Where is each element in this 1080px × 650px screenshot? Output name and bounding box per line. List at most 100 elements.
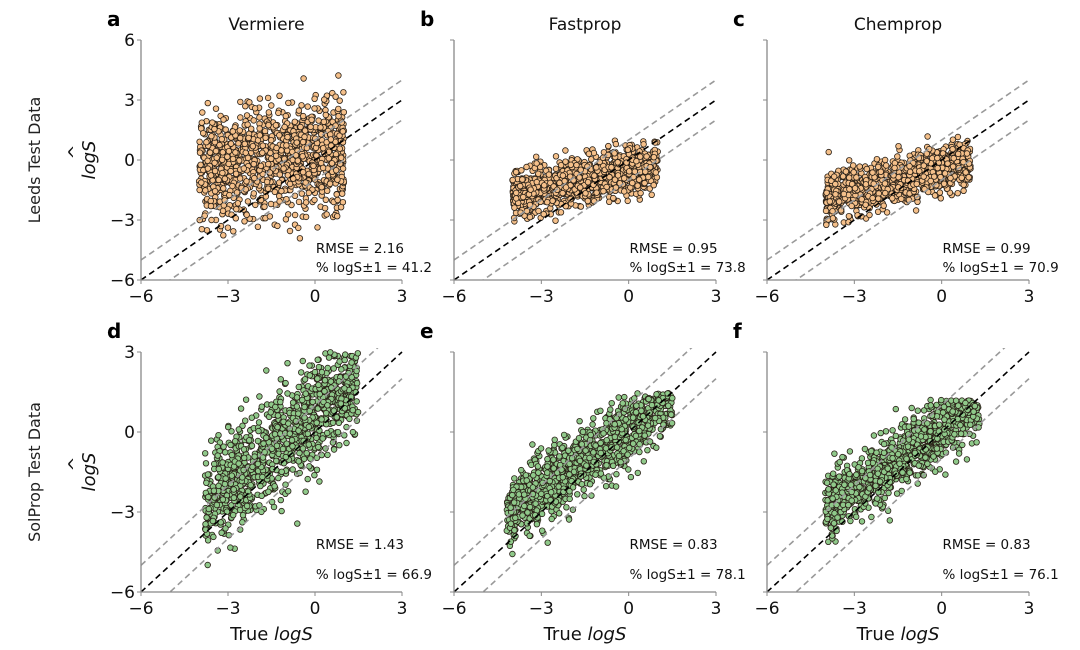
data-point bbox=[836, 198, 843, 205]
data-point bbox=[305, 170, 312, 178]
data-point bbox=[551, 436, 558, 443]
data-point bbox=[254, 460, 262, 468]
data-point bbox=[330, 446, 338, 453]
data-point bbox=[324, 364, 331, 372]
data-point bbox=[204, 537, 212, 544]
data-point bbox=[313, 466, 321, 473]
data-point bbox=[219, 149, 226, 156]
data-point bbox=[219, 207, 227, 215]
data-point bbox=[237, 98, 244, 106]
row-label: Leeds Test Data bbox=[25, 97, 44, 224]
data-point bbox=[234, 200, 242, 207]
data-point bbox=[215, 474, 222, 481]
data-point bbox=[629, 179, 636, 187]
data-point bbox=[220, 185, 227, 192]
data-point bbox=[236, 127, 243, 134]
data-point bbox=[931, 173, 938, 180]
data-point bbox=[261, 203, 268, 210]
x-tick-label: 3 bbox=[711, 287, 722, 307]
data-point bbox=[634, 182, 641, 189]
data-point bbox=[338, 154, 345, 161]
data-point bbox=[334, 196, 341, 204]
data-point bbox=[856, 163, 863, 170]
data-point bbox=[934, 164, 941, 172]
data-point bbox=[239, 512, 247, 519]
data-point bbox=[210, 487, 218, 494]
data-point bbox=[924, 133, 931, 140]
data-point bbox=[883, 162, 890, 169]
data-point bbox=[302, 390, 309, 397]
data-point bbox=[318, 183, 325, 191]
data-point bbox=[250, 190, 257, 197]
data-point bbox=[936, 189, 944, 196]
data-point bbox=[340, 89, 347, 96]
x-tick-label: −6 bbox=[128, 287, 153, 307]
y-tick-label: 3 bbox=[124, 343, 135, 363]
data-point bbox=[198, 179, 205, 186]
data-point bbox=[334, 212, 341, 220]
data-point bbox=[244, 121, 251, 128]
data-point bbox=[278, 187, 285, 195]
data-point bbox=[214, 452, 221, 459]
data-point bbox=[880, 202, 887, 209]
data-point bbox=[221, 175, 229, 182]
data-point bbox=[318, 416, 325, 423]
data-point bbox=[641, 179, 648, 187]
data-point bbox=[895, 142, 902, 150]
data-point bbox=[303, 450, 310, 457]
error-band-line bbox=[141, 348, 379, 566]
data-point bbox=[314, 224, 321, 231]
data-point bbox=[541, 182, 548, 189]
data-point bbox=[332, 93, 339, 100]
data-point bbox=[228, 472, 235, 479]
data-point bbox=[218, 529, 225, 536]
data-point bbox=[881, 180, 889, 187]
data-point bbox=[577, 203, 585, 210]
data-point bbox=[293, 139, 300, 146]
data-point bbox=[224, 423, 232, 431]
data-point bbox=[637, 189, 644, 197]
data-point bbox=[256, 393, 263, 400]
data-point bbox=[210, 533, 217, 541]
data-point bbox=[237, 493, 244, 500]
data-point bbox=[873, 155, 881, 163]
data-point bbox=[551, 441, 558, 449]
data-point bbox=[228, 451, 236, 459]
data-point bbox=[593, 164, 600, 171]
hat-accent: ^ bbox=[65, 144, 86, 159]
data-point bbox=[296, 449, 303, 457]
data-point bbox=[243, 112, 251, 119]
data-point bbox=[567, 161, 574, 168]
data-point bbox=[348, 359, 355, 366]
y-axis-label: logS bbox=[79, 141, 100, 180]
data-point bbox=[650, 181, 657, 189]
data-point bbox=[248, 442, 256, 449]
data-point bbox=[318, 369, 326, 376]
data-point bbox=[517, 182, 524, 190]
data-point bbox=[548, 515, 555, 523]
data-point bbox=[636, 176, 643, 183]
data-point bbox=[954, 133, 962, 141]
data-point bbox=[562, 184, 570, 191]
data-point bbox=[562, 158, 569, 165]
data-point bbox=[203, 514, 210, 521]
data-point bbox=[342, 351, 349, 358]
data-point bbox=[302, 213, 310, 221]
data-point bbox=[255, 427, 262, 435]
data-point bbox=[858, 196, 865, 203]
data-point bbox=[302, 488, 309, 495]
data-point bbox=[277, 398, 284, 406]
data-point bbox=[258, 492, 265, 499]
data-point bbox=[315, 117, 322, 124]
data-point bbox=[339, 165, 347, 172]
plot-area bbox=[767, 79, 1030, 280]
data-point bbox=[242, 396, 250, 403]
data-point bbox=[274, 424, 281, 431]
data-point bbox=[624, 146, 632, 153]
x-tick-label: 0 bbox=[310, 599, 321, 619]
data-point bbox=[311, 368, 319, 376]
data-point bbox=[249, 463, 256, 471]
data-point bbox=[204, 165, 212, 172]
data-point bbox=[223, 508, 231, 515]
